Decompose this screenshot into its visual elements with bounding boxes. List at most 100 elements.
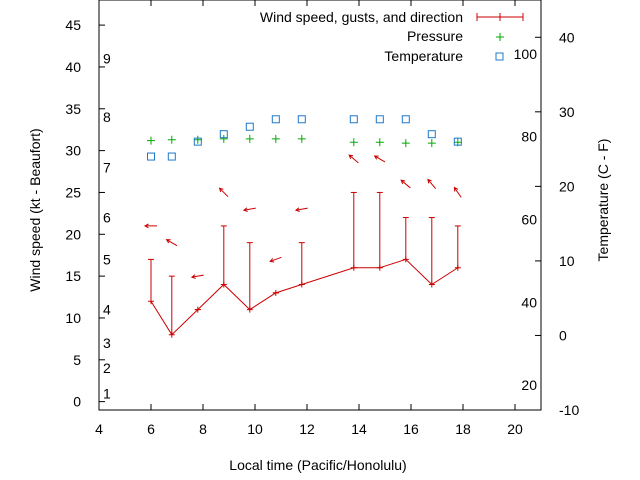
- wind-speed-point: [428, 281, 435, 288]
- legend-swatch-pressure: [496, 33, 504, 41]
- x-tick-label: 10: [247, 421, 263, 437]
- temp-c-tick-label: 10: [559, 253, 575, 269]
- axis-ticks: 4 6 8 10 12 14 16 18 200510152025303540451234567…: [65, 0, 579, 437]
- temp-c-tick-label: 30: [559, 104, 575, 120]
- pressure-point: [375, 138, 384, 147]
- y-tick-label: 35: [65, 101, 81, 117]
- beaufort-tick-label: 1: [103, 385, 111, 401]
- temperature-point: [427, 130, 436, 139]
- wind-direction-arrow: [269, 256, 282, 263]
- wind-speed-point: [220, 281, 227, 288]
- beaufort-tick-label: 9: [103, 51, 111, 67]
- wind-series: [148, 191, 461, 338]
- wind-speed-point: [168, 331, 175, 338]
- temperature-point: [453, 137, 462, 146]
- pressure-point: [147, 136, 155, 145]
- temperature-point: [167, 152, 176, 161]
- wind-direction-arrow: [453, 186, 462, 198]
- temperature-point: [297, 115, 306, 124]
- wind-speed-point: [402, 256, 409, 263]
- x-tick-label: 12: [299, 421, 315, 437]
- x-tick-label: 6: [147, 421, 155, 437]
- y-tick-label: 5: [73, 352, 81, 368]
- legend: Wind speed, gusts, and direction Pressur…: [260, 9, 524, 64]
- legend-swatch-temperature: [495, 52, 504, 61]
- wind-direction-arrow: [242, 207, 256, 212]
- temperature-point: [375, 115, 384, 124]
- wind-direction-arrow: [373, 155, 386, 163]
- temp-f-tick-label: 100: [514, 46, 538, 62]
- wind-speed-line: [150, 258, 459, 336]
- y-axis-label-right: Temperature (C - F): [595, 139, 611, 262]
- wind-speed-point: [298, 281, 305, 288]
- beaufort-tick-label: 8: [103, 109, 111, 125]
- beaufort-tick-label: 6: [103, 210, 111, 226]
- y-tick-label: 0: [73, 394, 81, 410]
- y-tick-label: 45: [65, 17, 81, 33]
- x-tick-label: 20: [507, 421, 523, 437]
- y-tick-label: 20: [65, 226, 81, 242]
- y-tick-label: 25: [65, 184, 81, 200]
- temperature-point: [219, 130, 228, 139]
- wind-speed-point: [350, 264, 357, 271]
- wind-direction-series: [143, 154, 462, 279]
- beaufort-tick-label: 2: [103, 360, 111, 376]
- wind-speed-point: [246, 306, 253, 313]
- legend-label-temperature: Temperature: [384, 48, 463, 64]
- wind-speed-point: [194, 306, 201, 313]
- legend-label-pressure: Pressure: [407, 28, 463, 44]
- x-tick-label: 4: [95, 421, 103, 437]
- temperature-point: [401, 115, 410, 124]
- beaufort-tick-label: 4: [103, 302, 111, 318]
- pressure-point: [245, 134, 254, 143]
- plot-frame: [98, 0, 542, 411]
- legend-label-wind: Wind speed, gusts, and direction: [260, 9, 463, 25]
- beaufort-tick-label: 5: [103, 251, 111, 267]
- temp-c-tick-label: 40: [559, 29, 575, 45]
- temperature-point: [245, 122, 254, 131]
- wind-direction-arrow: [294, 207, 308, 212]
- pressure-point: [349, 138, 358, 147]
- pressure-point: [193, 135, 202, 144]
- wind-speed-point: [272, 289, 279, 296]
- temp-c-tick-label: 0: [559, 327, 567, 343]
- wind-direction-arrow: [165, 239, 178, 247]
- pressure-point: [401, 139, 410, 148]
- x-axis-label: Local time (Pacific/Honolulu): [229, 457, 406, 473]
- wind-direction-arrow: [143, 223, 157, 229]
- wind-direction-arrow: [427, 178, 437, 189]
- y-tick-label: 30: [65, 143, 81, 159]
- pressure-point: [297, 134, 306, 143]
- temp-c-tick-label: 20: [559, 178, 575, 194]
- y-tick-label: 40: [65, 59, 81, 75]
- wind-speed-point: [148, 298, 154, 305]
- temp-f-tick-label: 40: [521, 294, 537, 310]
- temperature-point: [349, 115, 358, 124]
- temperature-series: [147, 115, 462, 161]
- x-tick-label: 8: [199, 421, 207, 437]
- x-tick-label: 16: [403, 421, 419, 437]
- y-axis-label-left: Wind speed (kt - Beaufort): [27, 128, 43, 291]
- wind-speed-point: [376, 264, 383, 271]
- y-tick-label: 10: [65, 310, 81, 326]
- wind-direction-arrow: [348, 154, 359, 164]
- temperature-point: [193, 137, 202, 146]
- pressure-point: [427, 139, 436, 148]
- beaufort-tick-label: 3: [103, 335, 111, 351]
- temperature-point: [147, 152, 155, 161]
- temp-c-tick-label: -10: [559, 402, 579, 418]
- x-tick-label: 14: [351, 421, 367, 437]
- wind-direction-arrow: [218, 187, 229, 198]
- y-tick-label: 15: [65, 268, 81, 284]
- temp-f-tick-label: 20: [521, 377, 537, 393]
- beaufort-tick-label: 7: [103, 159, 111, 175]
- wind-direction-arrow: [400, 179, 411, 189]
- wind-speed-point: [454, 264, 461, 271]
- temp-f-tick-label: 80: [521, 129, 537, 145]
- x-tick-label: 18: [455, 421, 471, 437]
- pressure-point: [271, 134, 280, 143]
- temperature-point: [271, 115, 280, 124]
- pressure-point: [167, 135, 176, 144]
- wind-direction-arrow: [190, 274, 204, 279]
